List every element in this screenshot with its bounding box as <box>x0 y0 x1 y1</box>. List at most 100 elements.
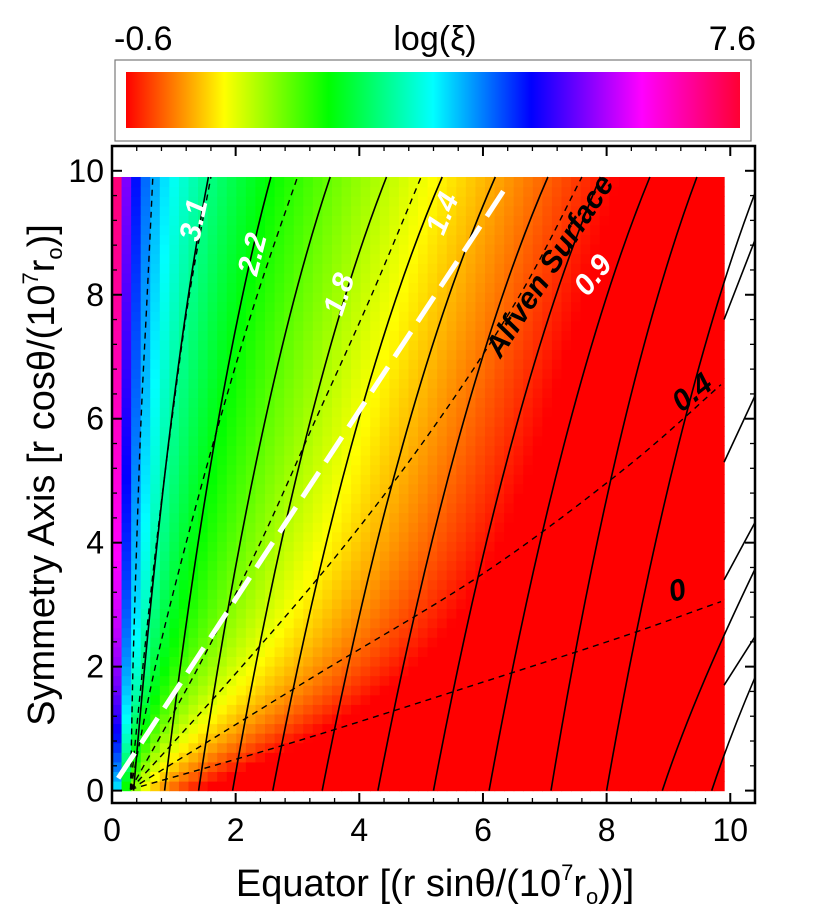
heatmap-cell <box>551 426 563 437</box>
heatmap-cell <box>226 397 237 408</box>
heatmap-cell <box>571 205 582 216</box>
heatmap-cell <box>666 292 677 303</box>
heatmap-cell <box>676 330 687 341</box>
heatmap-cell <box>312 493 323 504</box>
heatmap-cell <box>255 474 266 485</box>
heatmap-cell <box>121 685 132 696</box>
heatmap-cell <box>303 560 314 571</box>
heatmap-cell <box>408 550 419 562</box>
heatmap-cell <box>370 186 381 197</box>
heatmap-cell <box>265 282 276 293</box>
heatmap-cell <box>437 483 448 494</box>
heatmap-cell <box>446 435 457 447</box>
heatmap-cell <box>475 589 486 600</box>
heatmap-cell <box>112 186 123 197</box>
heatmap-cell <box>217 301 228 312</box>
heatmap-cell <box>255 359 266 370</box>
colorbar-max-label: 7.6 <box>709 20 756 58</box>
heatmap-cell <box>618 761 630 773</box>
heatmap-cell <box>408 426 419 437</box>
heatmap-cell <box>599 320 610 331</box>
heatmap-cell <box>618 598 630 610</box>
heatmap-cell <box>379 618 390 629</box>
heatmap-cell <box>513 589 524 600</box>
heatmap-cell <box>465 176 477 188</box>
heatmap-cell <box>666 723 677 734</box>
heatmap-cell <box>475 493 486 504</box>
heatmap-cell <box>638 416 649 427</box>
heatmap-cell <box>609 272 620 284</box>
heatmap-cell <box>236 713 247 725</box>
heatmap-cell <box>398 368 410 379</box>
heatmap-cell <box>532 560 543 571</box>
heatmap-cell <box>657 627 668 638</box>
heatmap-cell <box>389 627 400 638</box>
heatmap-cell <box>274 435 285 447</box>
heatmap-cell <box>561 253 572 264</box>
heatmap-cell <box>418 301 429 312</box>
heatmap-cell <box>484 665 496 677</box>
heatmap-cell <box>704 339 716 351</box>
heatmap-cell <box>379 445 390 456</box>
heatmap-cell <box>140 608 151 619</box>
heatmap-cell <box>676 186 687 197</box>
heatmap-cell <box>303 426 314 437</box>
heatmap-cell <box>427 435 438 447</box>
heatmap-cell <box>303 675 314 686</box>
heatmap-cell <box>398 205 410 216</box>
heatmap-cell <box>293 455 304 466</box>
heatmap-cell <box>293 263 304 274</box>
heatmap-cell <box>360 608 371 619</box>
heatmap-cell <box>389 176 400 188</box>
heatmap-cell <box>389 215 400 226</box>
heatmap-cell <box>312 742 323 753</box>
heatmap-cell <box>207 196 218 207</box>
heatmap-cell <box>408 723 419 734</box>
heatmap-cell <box>484 541 496 552</box>
heatmap-cell <box>226 483 237 494</box>
heatmap-cell <box>456 589 467 600</box>
heatmap-cell <box>657 781 668 792</box>
heatmap-cell <box>169 733 180 744</box>
heatmap-cell <box>341 522 352 533</box>
heatmap-cell <box>370 263 381 274</box>
heatmap-cell <box>418 589 429 600</box>
heatmap-cell <box>676 397 687 408</box>
heatmap-cell <box>676 464 687 475</box>
heatmap-cell <box>159 665 170 677</box>
heatmap-cell <box>666 522 677 533</box>
heatmap-cell <box>341 301 352 312</box>
heatmap-cell <box>494 416 505 427</box>
heatmap-cell <box>666 665 677 677</box>
heatmap-cell <box>504 665 515 677</box>
heatmap-cell <box>685 368 696 379</box>
heatmap-cell <box>150 502 161 514</box>
heatmap-cell <box>504 435 515 447</box>
heatmap-cell <box>379 426 390 437</box>
heatmap-cell <box>226 292 237 303</box>
heatmap-cell <box>561 531 572 542</box>
heatmap-cell <box>131 637 142 648</box>
heatmap-cell <box>599 675 610 686</box>
heatmap-cell <box>446 733 457 744</box>
heatmap-cell <box>647 407 658 418</box>
heatmap-cell <box>609 704 620 715</box>
heatmap-cell <box>465 550 477 562</box>
heatmap-cell <box>188 426 199 437</box>
heatmap-cell <box>484 292 496 303</box>
heatmap-cell <box>150 512 161 523</box>
heatmap-cell <box>360 493 371 504</box>
heatmap-cell <box>704 502 716 514</box>
heatmap-cell <box>513 311 524 322</box>
heatmap-cell <box>465 368 477 379</box>
heatmap-cell <box>561 675 572 686</box>
heatmap-cell <box>695 359 706 370</box>
heatmap-cell <box>370 502 381 514</box>
heatmap-cell <box>704 387 716 399</box>
heatmap-cell <box>446 378 457 389</box>
heatmap-cell <box>475 339 486 351</box>
heatmap-cell <box>427 598 438 610</box>
heatmap-cell <box>685 742 696 753</box>
heatmap-cell <box>437 685 448 696</box>
heatmap-cell <box>666 407 677 418</box>
